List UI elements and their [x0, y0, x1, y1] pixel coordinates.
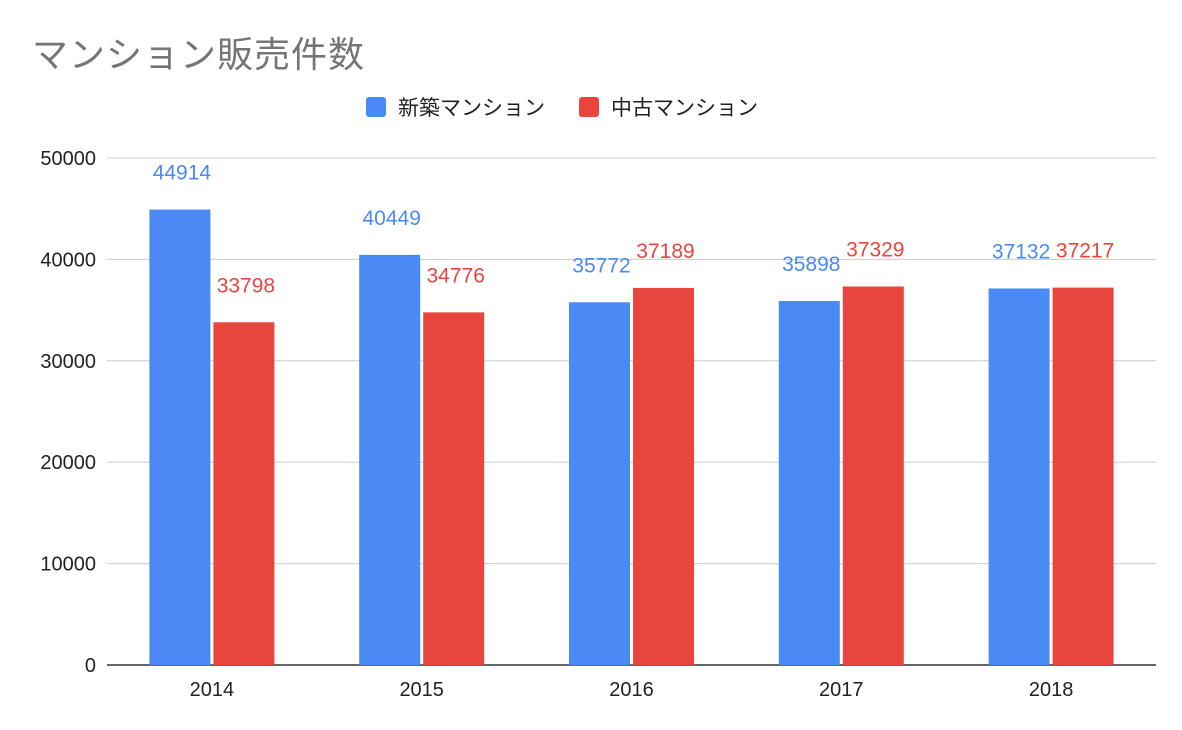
y-tick-label: 20000: [40, 452, 96, 474]
bar-new-2016: [569, 302, 630, 665]
bars: [149, 209, 1114, 666]
data-label: 34776: [426, 264, 484, 287]
data-label: 37189: [636, 240, 694, 263]
data-labels: 44914 33798 40449 34776 35772 37189 35898 37329…: [153, 162, 1115, 298]
bar-new-2014: [149, 209, 211, 666]
data-label: 37132: [992, 240, 1050, 263]
data-label: 37329: [846, 238, 904, 261]
y-tick-label: 40000: [40, 249, 96, 271]
x-tick-label: 2016: [609, 679, 654, 701]
legend-swatch-series-1: [579, 97, 599, 117]
data-label: 37217: [1056, 240, 1114, 263]
chart-legend: 新築マンション 中古マンション: [366, 92, 792, 122]
data-label: 35898: [782, 253, 840, 276]
legend-swatch-series-0: [366, 97, 386, 117]
y-tick-label: 10000: [40, 554, 96, 576]
x-tick-label: 2017: [819, 679, 864, 701]
bar-new-2015: [359, 254, 421, 665]
y-axis-ticks: 0 10000 20000 30000 40000 50000: [40, 148, 96, 677]
legend-item-series-1[interactable]: 中古マンション: [579, 92, 758, 122]
data-label: 44914: [153, 162, 212, 185]
x-tick-label: 2018: [1029, 679, 1074, 701]
y-tick-label: 30000: [40, 351, 96, 373]
y-tick-label: 0: [85, 655, 96, 677]
x-tick-label: 2014: [190, 679, 235, 701]
x-tick-label: 2015: [399, 679, 444, 701]
bar-used-2017: [842, 286, 904, 665]
legend-label-series-0: 新築マンション: [398, 96, 545, 120]
bar-new-2018: [988, 288, 1050, 665]
bar-used-2014: [213, 322, 275, 665]
legend-item-series-0[interactable]: 新築マンション: [366, 92, 545, 122]
bar-used-2016: [633, 287, 694, 665]
bar-used-2015: [423, 312, 485, 665]
y-tick-label: 50000: [40, 148, 96, 170]
data-label: 40449: [362, 207, 420, 230]
legend-label-series-1: 中古マンション: [611, 96, 758, 120]
chart-title: マンション販売件数: [32, 35, 366, 76]
bar-new-2017: [778, 300, 840, 665]
bar-used-2018: [1052, 287, 1114, 665]
data-label: 35772: [572, 254, 630, 277]
data-label: 33798: [217, 274, 275, 297]
grid-lines: [107, 157, 1156, 666]
x-axis-ticks: 2014 2015 2016 2017 2018: [190, 679, 1074, 701]
